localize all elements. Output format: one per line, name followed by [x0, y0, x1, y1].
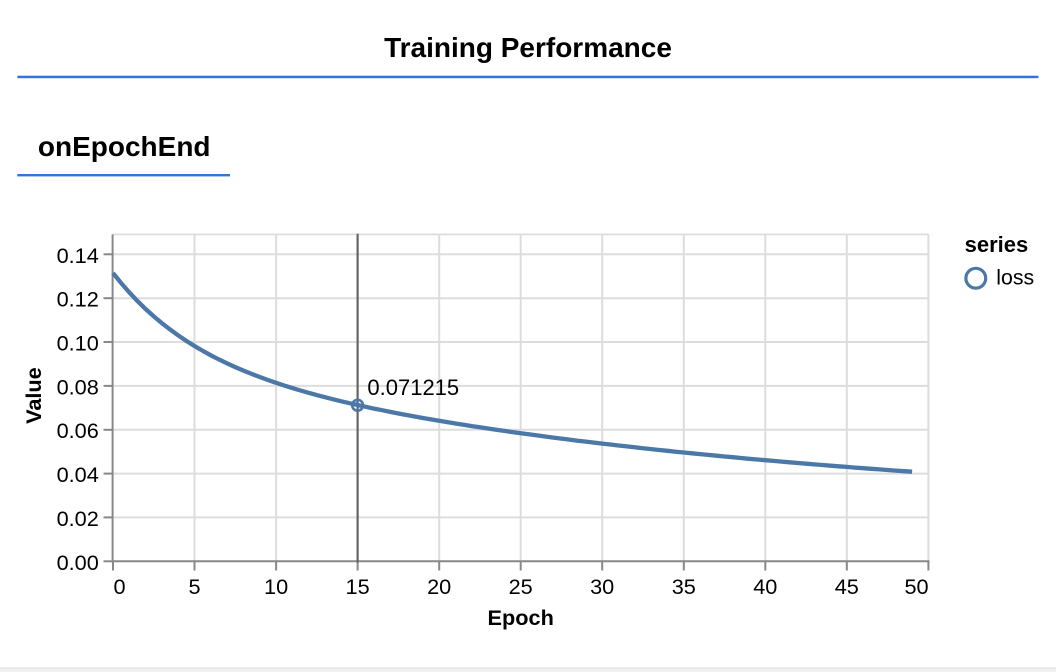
svg-text:15: 15: [346, 574, 370, 599]
svg-text:loss: loss: [996, 266, 1034, 290]
svg-text:30: 30: [590, 574, 614, 599]
svg-text:0.00: 0.00: [57, 550, 99, 575]
svg-text:0.12: 0.12: [57, 287, 99, 312]
svg-text:5: 5: [188, 574, 200, 599]
svg-text:0.08: 0.08: [57, 374, 99, 399]
svg-text:20: 20: [427, 574, 451, 599]
svg-text:series: series: [965, 232, 1029, 257]
svg-text:45: 45: [835, 574, 859, 599]
svg-text:Value: Value: [21, 367, 46, 424]
svg-text:25: 25: [509, 574, 533, 599]
svg-text:0.14: 0.14: [57, 243, 99, 268]
svg-text:0.04: 0.04: [57, 462, 99, 487]
svg-text:40: 40: [753, 574, 777, 599]
svg-text:Epoch: Epoch: [488, 605, 554, 630]
svg-text:35: 35: [672, 574, 696, 599]
svg-text:0: 0: [114, 574, 126, 599]
svg-text:50: 50: [904, 574, 928, 599]
svg-text:onEpochEnd: onEpochEnd: [38, 131, 211, 162]
svg-text:0.02: 0.02: [57, 506, 99, 531]
svg-text:10: 10: [264, 574, 288, 599]
svg-text:Training Performance: Training Performance: [384, 32, 672, 63]
svg-text:0.10: 0.10: [57, 331, 99, 356]
svg-text:0.071215: 0.071215: [367, 375, 459, 400]
svg-text:0.06: 0.06: [57, 418, 99, 443]
